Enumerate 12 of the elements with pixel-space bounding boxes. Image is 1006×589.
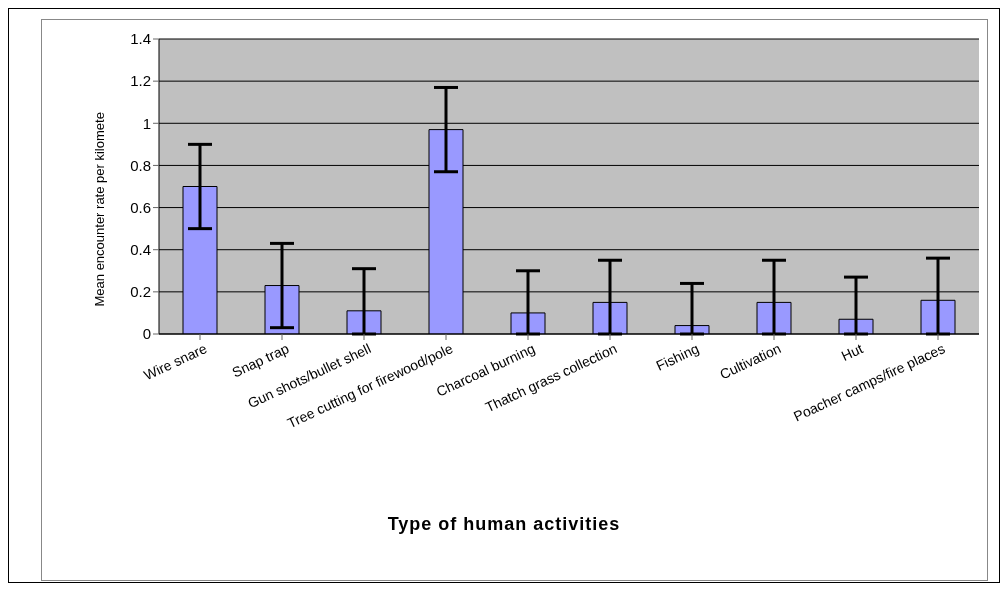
- x-axis-title: Type of human activities: [386, 514, 622, 535]
- y-tick-label: 0.6: [130, 198, 151, 216]
- y-tick-label: 1: [142, 114, 151, 132]
- y-axis-title: Mean encounter rate per kilomete: [91, 112, 107, 307]
- y-tick-label: 0.2: [130, 283, 151, 301]
- y-tick-label: 1.4: [130, 30, 151, 48]
- y-tick-label: 0.8: [130, 156, 151, 174]
- y-tick-label: 0: [142, 325, 151, 343]
- x-tick-label: Hut: [838, 340, 866, 364]
- y-tick-label: 0.4: [130, 241, 151, 259]
- x-tick-label: Wire snare: [141, 340, 210, 384]
- y-tick-label: 1.2: [130, 72, 151, 90]
